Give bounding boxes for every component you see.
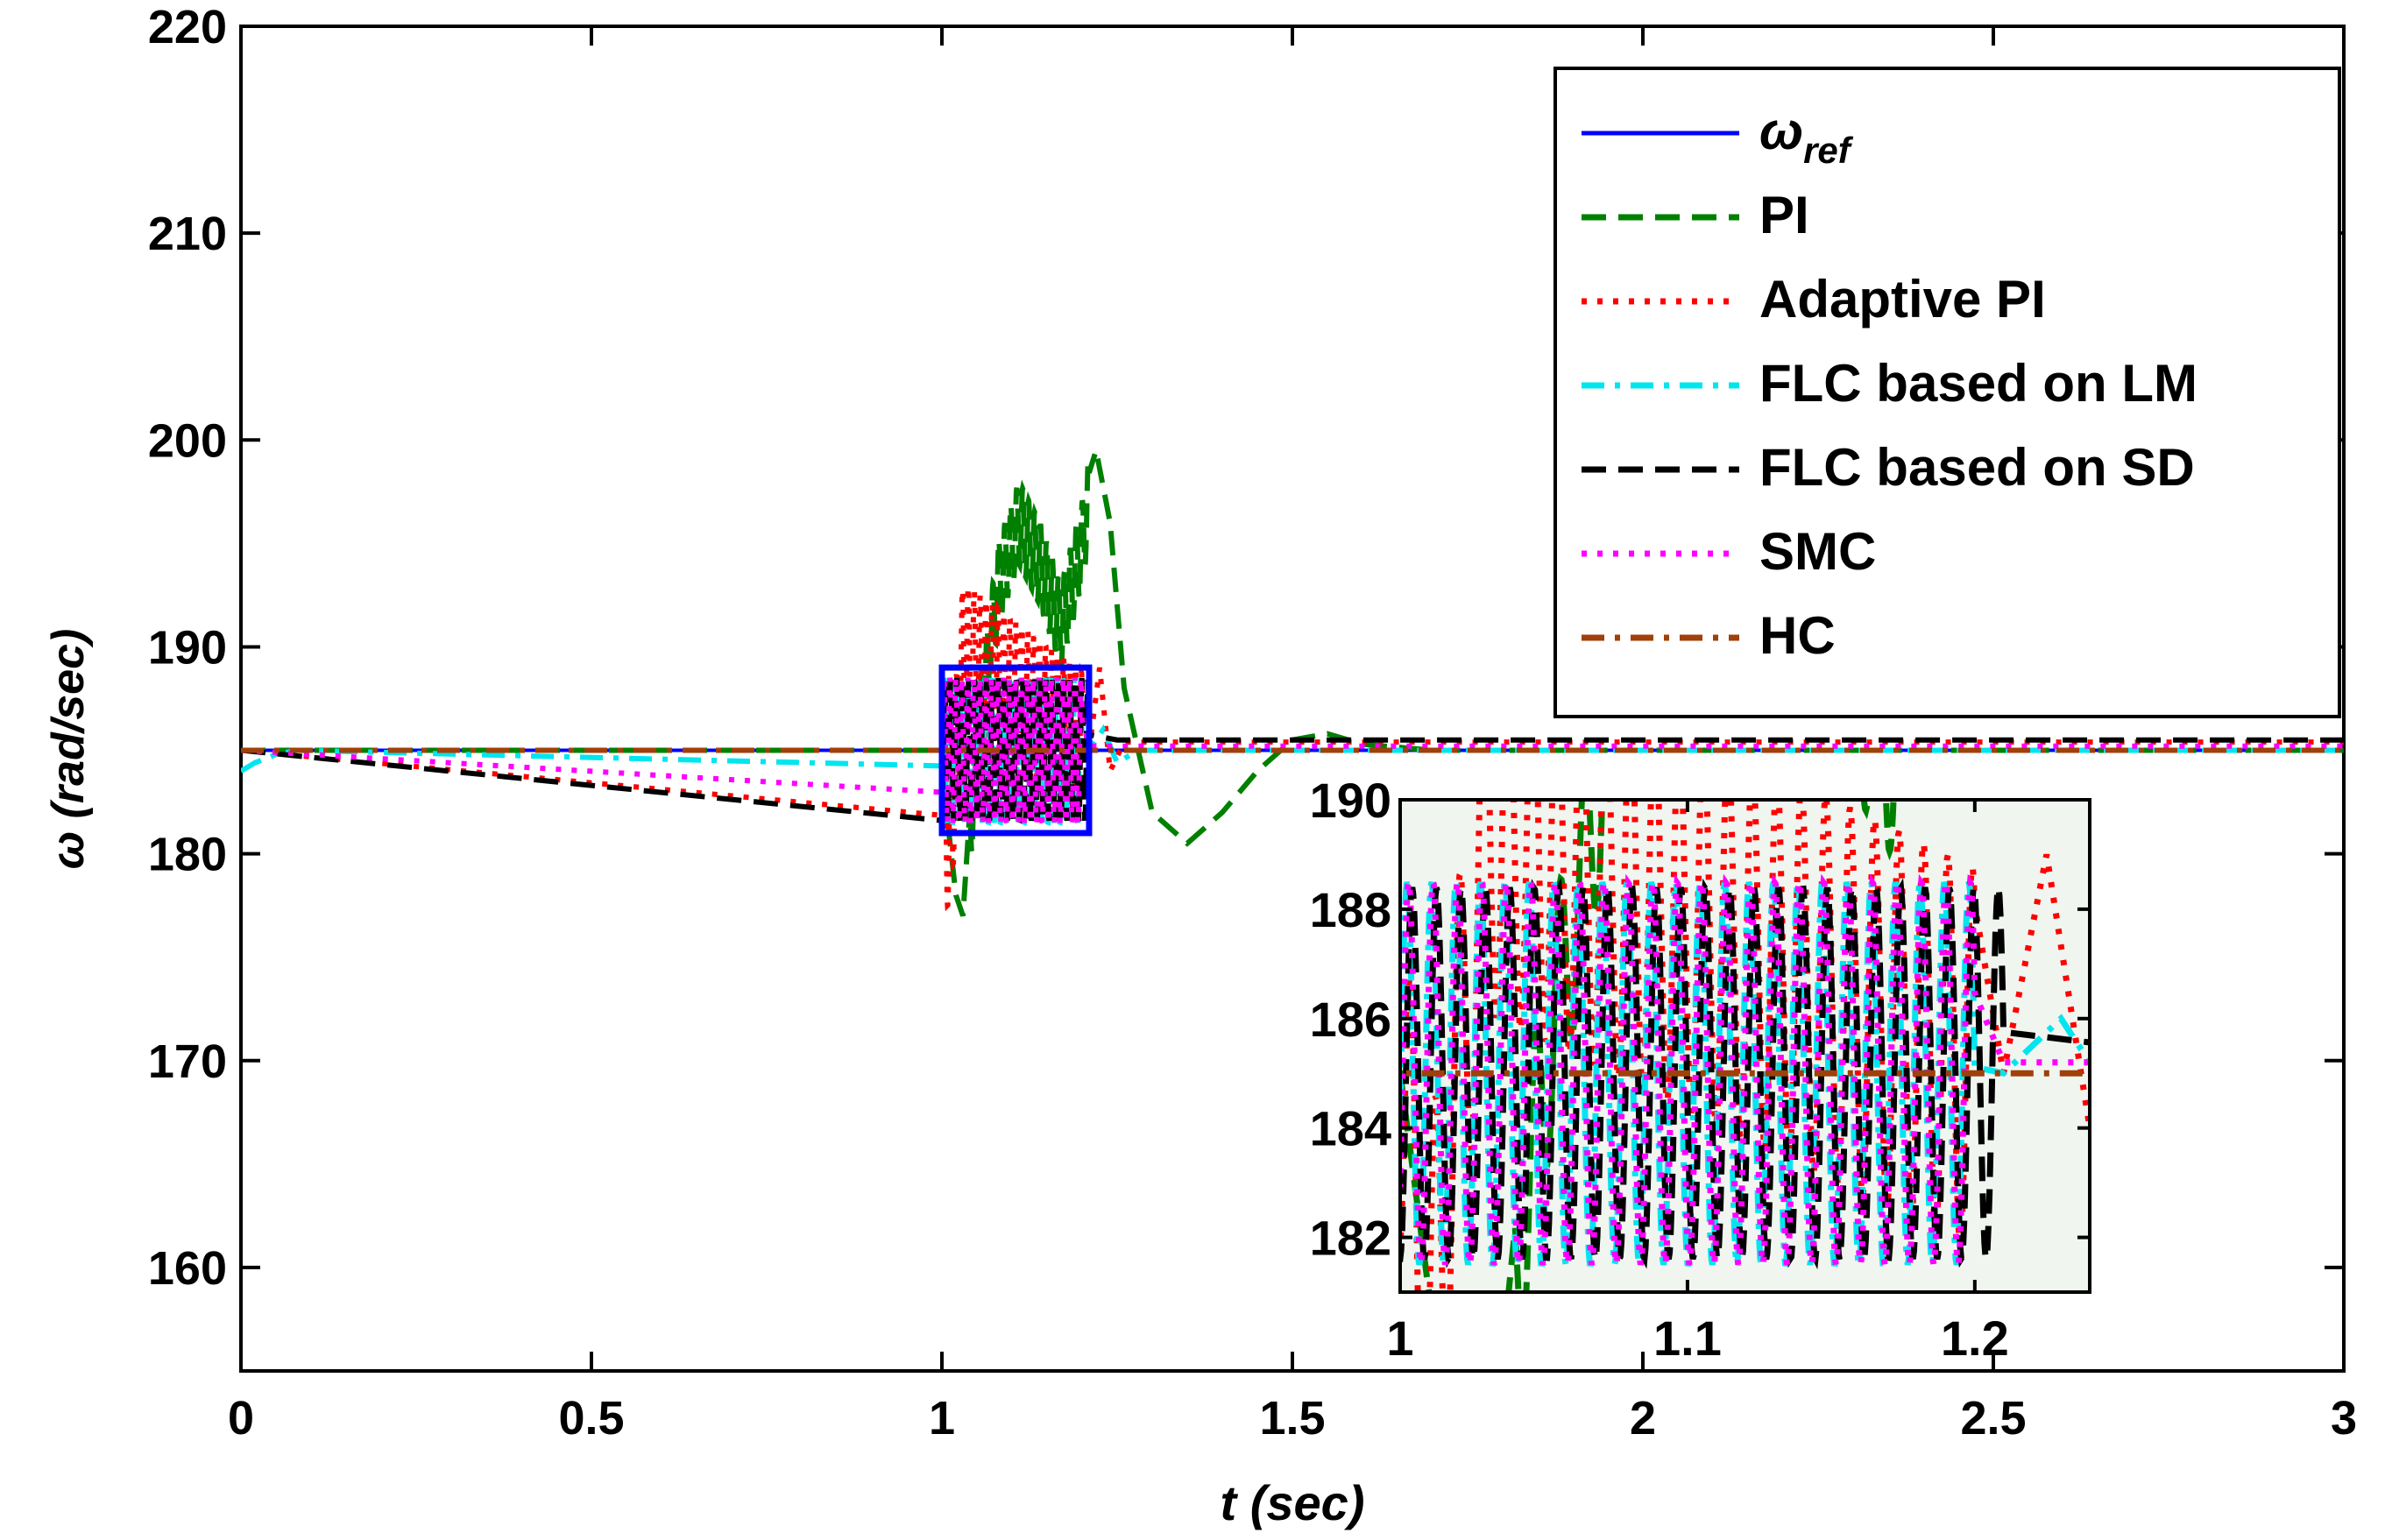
- x-tick-label: 0.5: [558, 1392, 624, 1445]
- y-tick-label: 160: [148, 1242, 227, 1295]
- y-tick-label: 180: [148, 829, 227, 881]
- inset-y-tick-label: 184: [1310, 1101, 1391, 1156]
- legend-label-api: Adaptive PI: [1759, 270, 2046, 328]
- inset-x-tick-label: 1.2: [1941, 1310, 2009, 1366]
- y-tick-label: 210: [148, 208, 227, 260]
- y-axis-label: ω (rad/sec): [43, 629, 94, 870]
- legend-label-smc: SMC: [1759, 522, 1876, 581]
- x-tick-label: 3: [2331, 1392, 2357, 1445]
- x-tick-label: 2: [1630, 1392, 1656, 1445]
- inset-y-tick-label: 186: [1310, 992, 1391, 1047]
- y-tick-label: 190: [148, 621, 227, 674]
- legend-label-ref: ωref: [1759, 102, 1854, 171]
- series-line-smc: [241, 677, 2344, 824]
- legend-label-hc: HC: [1759, 606, 1836, 665]
- inset-y-tick-label: 190: [1310, 773, 1391, 828]
- legend: ωref PI Adaptive PI FLC based on LM FLC base…: [1553, 67, 2341, 718]
- inset-x-tick-label: 1.1: [1653, 1310, 1722, 1366]
- inset-y-tick-label: 188: [1310, 882, 1391, 937]
- legend-label-pi: PI: [1759, 186, 1809, 244]
- y-tick-label: 200: [148, 414, 227, 467]
- legend-box: [1553, 67, 2341, 718]
- y-tick-label: 170: [148, 1035, 227, 1088]
- zoom-region-box: [938, 664, 1093, 837]
- x-axis-label: t (sec): [1221, 1475, 1365, 1530]
- inset-y-tick-label: 182: [1310, 1211, 1391, 1266]
- inset-x-tick-label: 1: [1386, 1310, 1413, 1366]
- x-tick-label: 1: [929, 1392, 955, 1445]
- x-tick-label: 1.5: [1259, 1392, 1325, 1445]
- y-tick-label: 220: [148, 1, 227, 53]
- inset-series-line-smc: [1400, 872, 2090, 1275]
- legend-label-flc_lm: FLC based on LM: [1759, 354, 2197, 413]
- inset-frame: [1398, 798, 2091, 1294]
- inset-zoom-plot: 1 1.1 1.2 182 184 186 188 190: [1310, 773, 2091, 1366]
- inset-series-line-api: [1400, 800, 2090, 1292]
- x-tick-label: 0: [228, 1392, 254, 1445]
- inset-series-line-pi: [1400, 800, 1897, 1292]
- x-tick-label: 2.5: [1960, 1392, 2026, 1445]
- legend-label-flc_sd: FLC based on SD: [1759, 438, 2195, 497]
